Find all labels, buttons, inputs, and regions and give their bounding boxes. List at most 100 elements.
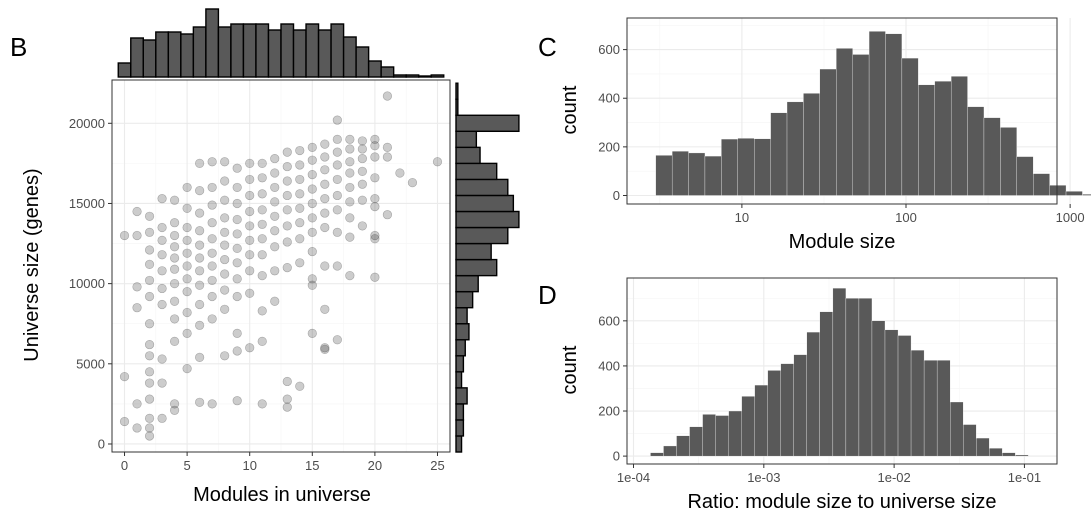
data-point (257, 306, 267, 316)
data-point (320, 222, 330, 233)
data-point (182, 307, 192, 318)
data-point (307, 142, 317, 152)
histogram-bar (671, 151, 689, 196)
data-point (182, 235, 192, 245)
data-point (370, 202, 380, 212)
data-point (195, 320, 205, 330)
data-point (144, 394, 155, 404)
data-point (182, 248, 192, 258)
data-point (232, 182, 242, 193)
histogram-bar (901, 57, 919, 196)
data-point (307, 155, 317, 165)
data-point (345, 271, 355, 281)
data-point (370, 230, 380, 241)
data-point (282, 402, 292, 412)
data-point (357, 144, 367, 154)
y-tick-label: 0 (98, 436, 105, 451)
histogram-bar (897, 335, 912, 457)
y-tick-label: 0 (613, 188, 620, 203)
data-point (144, 431, 155, 441)
data-point (220, 285, 230, 295)
data-point (282, 237, 292, 247)
panel-c: C 10 100 1000 0 200 400 600 Module size count (538, 17, 1091, 253)
histogram-bar (1049, 185, 1067, 196)
x-tick-label: 10 (735, 210, 749, 225)
histogram-bar (852, 54, 870, 196)
data-point (357, 136, 367, 146)
y-hist-bar (455, 178, 509, 197)
data-point (270, 211, 280, 221)
data-point (295, 145, 305, 156)
y-axis-title: count (559, 85, 581, 134)
histogram-bar (950, 401, 964, 457)
data-point (332, 134, 342, 144)
data-point (295, 174, 305, 185)
x-hist-bar (180, 33, 195, 78)
data-point (282, 147, 292, 157)
x-tick-label: 5 (183, 458, 190, 473)
y-hist-bar (455, 403, 465, 421)
data-point (320, 139, 330, 149)
data-point (132, 423, 142, 433)
data-point (295, 234, 305, 244)
x-hist-bar (430, 74, 445, 78)
data-point (357, 153, 367, 164)
data-point (332, 160, 342, 170)
data-point (282, 394, 292, 404)
y-tick-label: 600 (598, 313, 620, 328)
data-point (195, 397, 205, 407)
data-point (169, 279, 180, 289)
y-hist-bar (455, 258, 498, 277)
data-point (144, 339, 155, 350)
x-axis-title: Modules in universe (193, 484, 371, 506)
y-hist-bar (455, 114, 520, 133)
data-point (132, 303, 142, 313)
data-point (157, 354, 167, 364)
y-tick-label: 400 (598, 358, 620, 373)
data-point (232, 274, 242, 284)
y-hist-bar (455, 306, 468, 325)
x-tick-label: 0 (121, 458, 128, 473)
data-point (182, 203, 192, 213)
x-hist-bar (242, 23, 257, 78)
data-point (132, 230, 142, 241)
data-point (157, 299, 167, 310)
data-point (182, 222, 192, 233)
y-hist-bar (455, 130, 478, 149)
data-point (370, 234, 380, 244)
data-point (245, 266, 255, 276)
data-point (320, 344, 330, 354)
y-marginal-histogram (455, 82, 520, 453)
data-point (144, 245, 155, 255)
data-point (332, 335, 342, 345)
histogram-bar (983, 117, 1001, 196)
histogram-bar (989, 448, 1003, 457)
data-point (144, 319, 155, 329)
x-tick-label: 100 (895, 210, 917, 225)
histogram-bar (754, 384, 768, 457)
data-point (232, 258, 242, 268)
data-point (332, 115, 342, 125)
y-tick-label: 15000 (69, 196, 105, 211)
x-tick-label: 25 (430, 458, 444, 473)
y-hist-bar (455, 82, 459, 100)
data-point (207, 399, 217, 409)
data-point (220, 304, 230, 314)
data-point (282, 221, 292, 231)
data-point (257, 250, 267, 260)
y-hist-bar (455, 339, 466, 357)
data-point (169, 296, 180, 306)
data-point (245, 343, 255, 353)
data-point (232, 198, 242, 209)
data-point (245, 190, 255, 201)
histogram-bar (806, 331, 820, 457)
data-point (157, 266, 167, 276)
data-point (157, 283, 167, 294)
histogram-bar (688, 152, 706, 196)
data-point (232, 291, 242, 302)
histogram-bar (1033, 173, 1050, 196)
data-point (144, 291, 155, 302)
histogram-bar (819, 68, 837, 196)
x-hist-bar (418, 75, 432, 78)
data-point (295, 189, 305, 199)
